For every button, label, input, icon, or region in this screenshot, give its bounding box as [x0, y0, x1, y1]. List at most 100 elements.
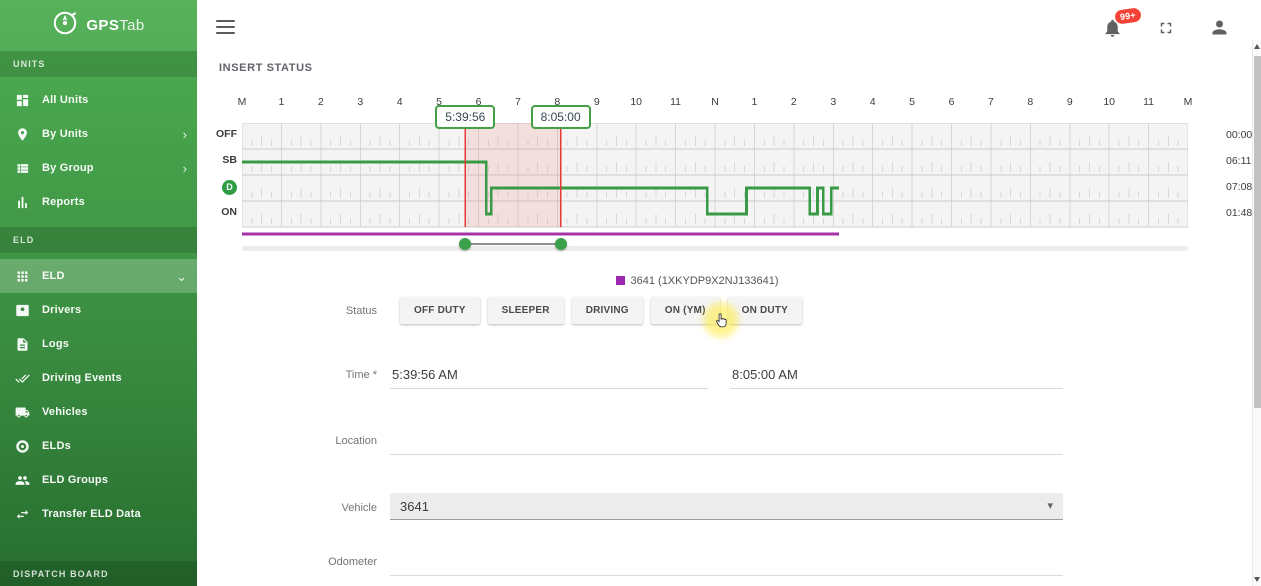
sidebar-item-drivers[interactable]: Drivers	[0, 293, 197, 327]
notification-badge: 99+	[1113, 6, 1143, 26]
sidebar-item-label: All Units	[42, 94, 89, 106]
sidebar-item-logs[interactable]: Logs	[0, 327, 197, 361]
fullscreen-icon[interactable]	[1157, 19, 1175, 42]
main-content: INSERT STATUS M 1 2 3 4 5 6 7 8 9 10 11 N 1 2 3 4 5 6 7 8 9 10…	[197, 56, 1252, 586]
logo-bar[interactable]: GPSTab	[0, 0, 197, 51]
topbar: 99+	[197, 0, 1252, 56]
scrollbar-thumb[interactable]	[1254, 56, 1261, 408]
sidebar-item-transfer-eld-data[interactable]: Transfer ELD Data	[0, 497, 197, 531]
sidebar-section-eld: ELD	[0, 227, 197, 253]
gpstab-logo-icon	[52, 10, 78, 41]
sidebar-item-label: ELD	[42, 270, 65, 282]
sidebar-item-eld-groups[interactable]: ELD Groups	[0, 463, 197, 497]
time-to-input[interactable]	[730, 361, 1063, 389]
eld-grid-icon	[14, 268, 30, 284]
sidebar-item-label: ELDs	[42, 440, 71, 452]
sidebar-item-label: Vehicles	[42, 406, 88, 418]
hour-tick-label: 10	[630, 96, 642, 108]
sidebar-section-dispatch-board: DISPATCH BOARD	[0, 561, 197, 586]
vehicle-legend: 3641 (1XKYDP9X2NJ133641)	[197, 275, 1197, 287]
odometer-label: Odometer	[328, 556, 377, 568]
hour-tick-label: 1	[278, 96, 285, 108]
elds-icon	[14, 438, 30, 454]
sidebar-item-label: ELD Groups	[42, 474, 109, 486]
hour-tick-label: 3	[357, 96, 364, 108]
sidebar-item-label: Logs	[42, 338, 70, 350]
row-label-d: D	[197, 180, 237, 195]
menu-hamburger-icon[interactable]	[216, 20, 235, 34]
sidebar-item-vehicles[interactable]: Vehicles	[0, 395, 197, 429]
status-option-off-duty[interactable]: OFF DUTY	[400, 297, 480, 324]
sidebar-item-label: By Units	[42, 128, 89, 140]
logs-icon	[14, 336, 30, 352]
slider-track	[242, 246, 1188, 251]
time-from-input[interactable]	[390, 361, 708, 389]
brand-text: GPSTab	[86, 17, 145, 34]
vertical-scrollbar	[1252, 40, 1261, 586]
driving-events-icon	[14, 370, 30, 386]
status-option-sleeper[interactable]: SLEEPER	[487, 297, 564, 324]
time-marker-label-start: 5:39:56	[435, 105, 496, 129]
sidebar: GPSTab UNITS All Units By Units › By Group › R…	[0, 0, 197, 586]
sidebar-item-all-units[interactable]: All Units	[0, 83, 197, 117]
hour-tick-label: 7	[987, 96, 994, 108]
sidebar-item-reports[interactable]: Reports	[0, 185, 197, 219]
scroll-down-arrow[interactable]	[1254, 577, 1260, 582]
row-total-d: 07:08	[1226, 181, 1253, 193]
sidebar-sections: UNITS All Units By Units › By Group › Reports E…	[0, 51, 197, 531]
hour-tick-label: 4	[869, 96, 876, 108]
sidebar-item-driving-events[interactable]: Driving Events	[0, 361, 197, 395]
sidebar-item-label: By Group	[42, 162, 94, 174]
hour-tick-label: 2	[317, 96, 324, 108]
location-input[interactable]	[390, 427, 1063, 455]
hour-tick-label: 11	[1143, 96, 1155, 108]
vehicle-value: 3641	[400, 499, 429, 514]
sidebar-item-by-group[interactable]: By Group ›	[0, 151, 197, 185]
account-person-icon[interactable]	[1209, 17, 1230, 43]
sidebar-item-by-units[interactable]: By Units ›	[0, 117, 197, 151]
vehicle-label: Vehicle	[341, 502, 377, 514]
hour-axis: M 1 2 3 4 5 6 7 8 9 10 11 N 1 2 3 4 5 6 7 8 9 10 11 M	[238, 96, 1193, 110]
sidebar-item-label: Driving Events	[42, 372, 122, 384]
row-total-on: 01:48	[1226, 207, 1253, 219]
sidebar-item-label: Transfer ELD Data	[42, 508, 141, 520]
transfer-eld-icon	[14, 506, 30, 522]
sidebar-item-label: Drivers	[42, 304, 82, 316]
status-label: Status	[345, 305, 377, 317]
hour-tick-label: M	[237, 96, 247, 108]
hour-tick-label: 9	[1066, 96, 1073, 108]
slider-handle-start[interactable]	[459, 238, 472, 250]
hour-tick-label: 4	[396, 96, 403, 108]
hour-tick-label: 10	[1103, 96, 1115, 108]
legend-swatch	[615, 276, 625, 285]
notifications-bell-icon[interactable]: 99+	[1102, 6, 1143, 44]
hour-tick-label: 8	[1027, 96, 1034, 108]
vehicle-select[interactable]: 3641 ▾	[390, 493, 1063, 520]
hour-tick-label: 5	[909, 96, 915, 108]
location-pin-icon	[14, 126, 30, 142]
slider-range	[465, 243, 561, 245]
status-option-on-duty[interactable]: ON DUTY	[727, 297, 803, 324]
group-list-icon	[14, 160, 30, 176]
page-title: INSERT STATUS	[219, 62, 313, 74]
hour-tick-label: 5	[436, 96, 442, 108]
time-marker-label-end: 8:05:00	[530, 105, 591, 129]
sidebar-item-eld[interactable]: ELD ⌄	[0, 259, 197, 293]
odometer-input[interactable]	[390, 548, 1063, 576]
status-buttons: OFF DUTY SLEEPER DRIVING ON (YM) ON DUTY	[400, 297, 803, 324]
hour-tick-label: M	[1183, 96, 1193, 108]
hour-tick-label: 6	[948, 96, 955, 108]
chevron-down-icon: ⌄	[176, 268, 187, 284]
sidebar-section-units: UNITS	[0, 51, 197, 77]
hour-tick-label: 8	[554, 96, 561, 108]
hour-tick-label: N	[711, 96, 719, 108]
row-label-off: OFF	[216, 128, 237, 140]
chevron-right-icon: ›	[182, 126, 187, 142]
hour-tick-label: 1	[751, 96, 758, 108]
slider-handle-end[interactable]	[554, 238, 567, 250]
sidebar-item-elds[interactable]: ELDs	[0, 429, 197, 463]
row-label-on: ON	[221, 206, 237, 218]
status-option-driving[interactable]: DRIVING	[571, 297, 643, 324]
scroll-up-arrow[interactable]	[1254, 44, 1260, 49]
mouse-cursor-icon	[713, 312, 730, 334]
